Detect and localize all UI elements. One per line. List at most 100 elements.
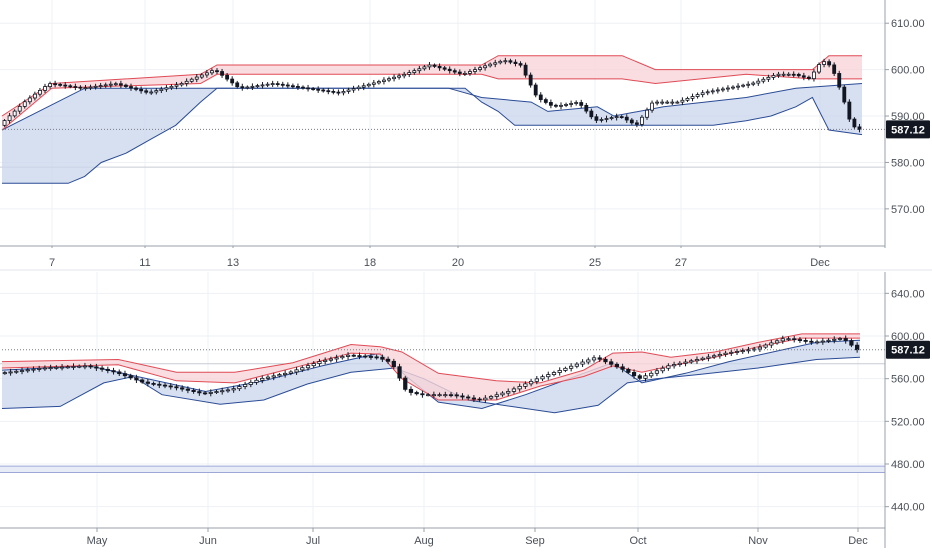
panel1-candle-91 xyxy=(462,72,467,75)
panel1-candle-151 xyxy=(766,76,771,80)
panel2-candle-40 xyxy=(231,388,236,391)
panel1-candle-34 xyxy=(174,84,179,87)
panel2-candle-61 xyxy=(351,354,356,357)
panel2-candle-119 xyxy=(683,361,688,364)
panel1-candle-141 xyxy=(715,89,720,92)
panel2-cloud-red xyxy=(2,333,860,400)
panel2-candle-37 xyxy=(214,391,219,393)
panel1-candle-102 xyxy=(518,63,523,66)
panel1-candle-32 xyxy=(164,87,169,90)
panel1-candle-6 xyxy=(32,93,37,99)
panel2-candle-73 xyxy=(420,393,425,396)
panel1-candle-104 xyxy=(528,74,533,86)
panel1-candle-57 xyxy=(290,85,295,88)
panel1-candle-144 xyxy=(731,86,735,89)
panel2-ytick-label-3: 520.00 xyxy=(891,416,925,428)
panel2-candle-66 xyxy=(380,356,385,360)
panel2-candle-27 xyxy=(157,383,162,386)
panel2-candle-97 xyxy=(557,370,562,373)
panel2-candle-48 xyxy=(277,374,282,377)
panel1-candle-94 xyxy=(478,67,482,71)
panel1-xlabel-top-7: Dec xyxy=(810,257,830,269)
panel1-candle-107 xyxy=(543,99,548,103)
panel1-candle-42 xyxy=(215,70,219,73)
panel1-xlabel-top-0: 7 xyxy=(49,257,55,269)
panel2-last-price-label: 587.12 xyxy=(891,345,925,357)
panel1-candle-0 xyxy=(2,120,7,126)
panel2-candle-87 xyxy=(500,392,505,396)
panel2-candle-2 xyxy=(14,370,19,373)
panel2-xtick-label-5: Oct xyxy=(629,535,646,547)
panel2-candle-45 xyxy=(260,377,265,381)
panel2-candle-120 xyxy=(689,360,694,363)
panel2-candle-118 xyxy=(677,362,682,365)
panel1-candle-106 xyxy=(538,94,543,101)
panel2-candle-82 xyxy=(471,397,477,400)
panel2-candle-15 xyxy=(88,365,93,368)
panel2-candle-14 xyxy=(82,365,88,368)
panel2-candle-89 xyxy=(511,388,517,392)
panel2-candle-28 xyxy=(162,384,168,387)
panel2-candle-20 xyxy=(117,371,122,375)
panel2-candle-98 xyxy=(563,367,568,371)
panel1-candle-50 xyxy=(255,85,260,88)
panel2-ytick-label-4: 480.00 xyxy=(891,459,925,471)
panel1-candle-165 xyxy=(837,73,842,88)
panel2-candle-76 xyxy=(437,394,442,397)
panel2-candle-145 xyxy=(832,338,837,341)
panel2-candle-25 xyxy=(145,381,150,384)
panel2-candle-135 xyxy=(774,340,780,344)
panel1-candle-121 xyxy=(614,116,619,119)
panel2-candle-17 xyxy=(99,367,105,370)
panel1-candle-131 xyxy=(665,101,670,104)
panel2-candle-77 xyxy=(443,394,448,397)
panel1-candle-126 xyxy=(640,116,644,125)
panel1-candle-60 xyxy=(306,87,310,90)
panel1-ytick-label-3: 580.00 xyxy=(891,157,925,169)
panel1-candle-56 xyxy=(285,84,290,87)
panel1-candle-163 xyxy=(827,61,832,66)
panel1-xlabel-top-3: 18 xyxy=(364,257,376,269)
panel2-candle-137 xyxy=(786,338,791,341)
panel2-candle-42 xyxy=(242,384,248,387)
panel2-candle-35 xyxy=(202,392,208,395)
panel1-candle-146 xyxy=(741,84,746,87)
panel1-candle-23 xyxy=(118,83,123,86)
panel2-candle-125 xyxy=(717,354,722,357)
panel2-candle-75 xyxy=(431,394,436,397)
panel1-candle-103 xyxy=(523,64,528,76)
panel1-candle-116 xyxy=(589,110,594,118)
panel2-candle-18 xyxy=(105,368,110,371)
panel2-candle-108 xyxy=(620,366,625,370)
panel1-candle-117 xyxy=(594,116,599,121)
panel1-candle-25 xyxy=(129,86,133,89)
panel1-candle-26 xyxy=(134,87,138,90)
panel2-candle-148 xyxy=(849,340,854,346)
panel1-candle-89 xyxy=(452,70,457,73)
panel2-candle-46 xyxy=(265,376,271,379)
panel1-candle-136 xyxy=(690,96,695,99)
panel1-candle-82 xyxy=(417,68,422,72)
panel2-candle-112 xyxy=(643,375,648,379)
panel1-candle-63 xyxy=(321,89,326,92)
panel2-candle-78 xyxy=(448,394,454,397)
panel2-candle-58 xyxy=(334,357,339,360)
panel1-candle-97 xyxy=(493,62,498,65)
panel1-candle-115 xyxy=(584,104,589,112)
panel2-candle-54 xyxy=(311,363,316,367)
panel2-candle-146 xyxy=(837,338,843,340)
panel1-candle-76 xyxy=(387,78,391,81)
panel1-candle-11 xyxy=(58,83,63,86)
panel2-candle-134 xyxy=(769,342,774,346)
panel1-candle-12 xyxy=(63,84,68,87)
panel2-candle-10 xyxy=(59,366,65,369)
panel1-candle-22 xyxy=(113,83,118,86)
panel1-candle-101 xyxy=(513,61,518,64)
panel2-cloud-red-upper xyxy=(1,333,860,384)
panel1-candle-30 xyxy=(154,90,159,93)
panel2-candle-3 xyxy=(19,370,25,372)
panel2-candle-55 xyxy=(317,361,322,364)
panel2-candle-16 xyxy=(94,366,99,369)
panel2-candle-52 xyxy=(300,367,305,371)
